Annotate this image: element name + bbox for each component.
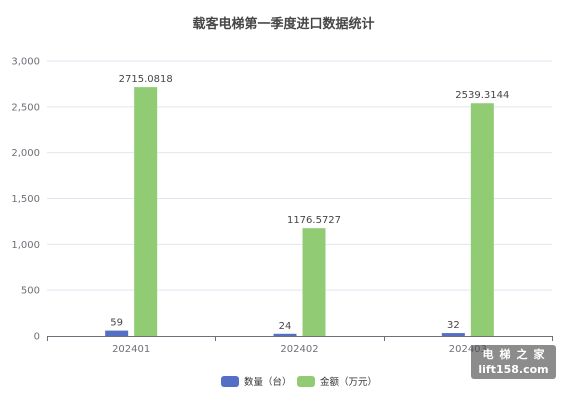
y-tick-label: 500 [21, 286, 40, 297]
watermark-url: lift158.com [478, 363, 549, 376]
data-label-series-1-202401: 2715.0818 [119, 74, 173, 85]
watermark-logo: 电梯之家 lift158.com [471, 345, 556, 379]
data-label-series-0-202401: 59 [110, 318, 123, 329]
y-tick-label: 1,500 [11, 194, 40, 205]
y-tick-label: 3,000 [11, 57, 40, 68]
bar-series-1-202401[interactable] [134, 87, 158, 337]
legend-swatch-amount [297, 375, 315, 387]
x-tick-label: 202402 [280, 344, 318, 355]
bar-series-0-202403[interactable] [441, 333, 465, 336]
watermark-brand: 电梯之家 [482, 348, 551, 361]
x-tick-label: 202403 [449, 344, 487, 355]
y-tick-label: 2,500 [11, 102, 40, 113]
bar-series-0-202401[interactable] [105, 330, 129, 336]
data-label-series-1-202402: 1176.5727 [287, 215, 341, 226]
y-tick-label: 1,000 [11, 240, 40, 251]
legend-label-quantity: 数量（台） [244, 377, 292, 388]
x-tick-label: 202401 [112, 344, 150, 355]
data-label-series-0-202403: 32 [447, 320, 460, 331]
bar-series-0-202402[interactable] [273, 333, 297, 336]
y-tick-label: 0 [34, 332, 40, 343]
y-tick-label: 2,000 [11, 148, 40, 159]
bar-series-1-202402[interactable] [302, 228, 326, 336]
legend-item-amount[interactable]: 金额（万元） [297, 375, 378, 388]
data-label-series-1-202403: 2539.3144 [455, 90, 509, 101]
chart-title: 载客电梯第一季度进口数据统计 [192, 17, 375, 32]
legend-label-amount: 金额（万元） [320, 377, 378, 388]
legend-swatch-quantity [221, 375, 239, 387]
legend-item-quantity[interactable]: 数量（台） [221, 375, 292, 388]
bar-series-1-202403[interactable] [470, 103, 494, 336]
data-label-series-0-202402: 24 [279, 321, 292, 332]
